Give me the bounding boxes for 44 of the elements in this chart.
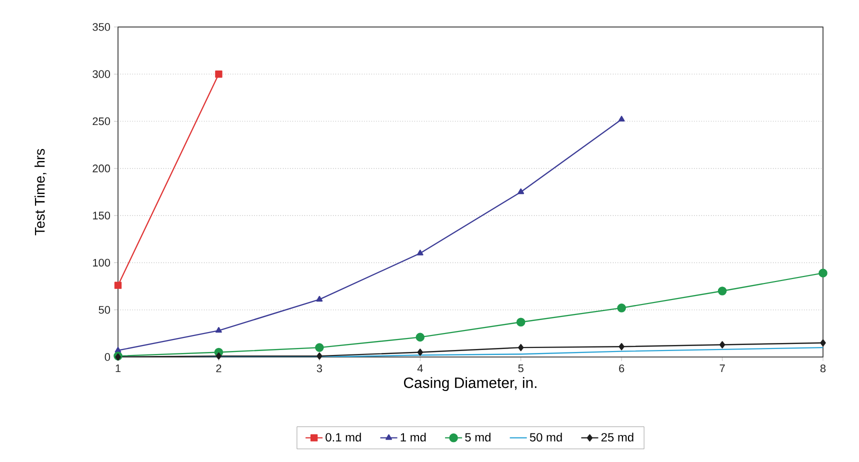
x-tick-label: 3 — [316, 364, 322, 372]
x-axis-title: Casing Diameter, in. — [404, 377, 536, 392]
point — [114, 282, 122, 289]
legend-label: 5 md — [465, 432, 490, 442]
point — [618, 343, 624, 350]
y-tick-label: 300 — [92, 70, 110, 78]
point — [516, 318, 526, 326]
point — [216, 352, 222, 360]
x-tick-label: 2 — [216, 364, 222, 372]
point — [417, 348, 423, 356]
y-tick-label: 200 — [92, 164, 110, 172]
point — [518, 344, 524, 352]
y-tick-label: 250 — [92, 117, 110, 126]
point — [820, 339, 826, 346]
legend-label: 1 md — [400, 432, 426, 442]
legend-label: 0.1 md — [326, 432, 361, 442]
y-tick-label: 100 — [93, 258, 110, 267]
x-tick-label: 5 — [518, 364, 524, 372]
x-tick-label: 8 — [820, 364, 826, 372]
point — [518, 188, 524, 194]
x-tick-label: 4 — [417, 364, 423, 372]
point — [114, 346, 122, 352]
x-tick-label: 7 — [720, 364, 725, 372]
y-tick-label: 350 — [92, 23, 110, 31]
point — [718, 286, 727, 296]
point — [416, 250, 424, 256]
y-tick-label: 0 — [104, 353, 110, 361]
y-tick-label: 50 — [98, 306, 110, 314]
point — [316, 296, 323, 302]
point — [416, 332, 425, 342]
y-tick-label: 150 — [93, 212, 110, 220]
point — [618, 116, 625, 122]
point — [216, 326, 222, 333]
point — [617, 304, 626, 312]
point — [215, 70, 222, 78]
x-tick-label: 6 — [619, 364, 624, 372]
point — [315, 343, 324, 352]
y-axis-title: Test Time, hrs — [34, 148, 46, 236]
point — [719, 341, 726, 348]
point — [316, 352, 322, 360]
legend-label: 50 md — [530, 432, 562, 442]
point — [818, 268, 828, 278]
x-tick-label: 1 — [116, 364, 121, 372]
legend-label: 25 md — [601, 432, 634, 442]
